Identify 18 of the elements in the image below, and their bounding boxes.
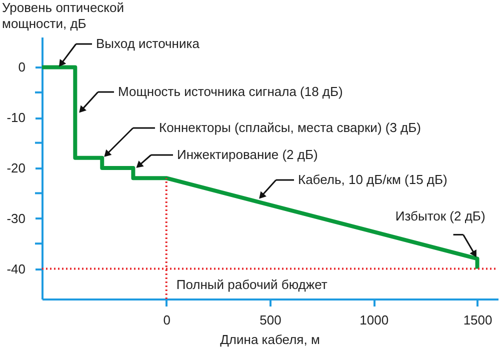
annotation: Мощность источника сигнала (18 дБ) xyxy=(118,84,343,99)
y-tick-label: 0 xyxy=(18,60,26,75)
annotation: Инжектирование (2 дБ) xyxy=(177,147,318,162)
x-tick-label: 1500 xyxy=(463,312,492,328)
x-axis-title: Длина кабеля, м xyxy=(220,332,320,347)
x-tick-label: 500 xyxy=(260,312,282,328)
annotation: Избыток (2 дБ) xyxy=(395,208,486,224)
y-tick-label: -40 xyxy=(6,261,26,276)
x-tick-label: 1000 xyxy=(360,312,389,328)
y-tick-label: -10 xyxy=(6,110,26,126)
annotation: Коннекторы (сплайсы, места сварки) (3 дБ) xyxy=(159,120,422,135)
y-tick-label: -20 xyxy=(6,160,26,176)
annotation: Выход источника xyxy=(96,36,200,51)
annotation: Кабель, 10 дБ/км (15 дБ) xyxy=(298,172,448,187)
y-axis-title: Уровень оптической мощности, дБ xyxy=(2,0,124,31)
y-tick-label: -30 xyxy=(6,210,26,226)
ref-line-label: Полный рабочий бюджет xyxy=(176,276,328,292)
x-tick-label: 0 xyxy=(163,312,170,328)
